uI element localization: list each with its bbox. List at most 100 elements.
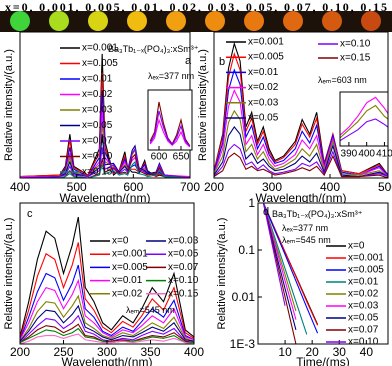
annotation: λₑₘ=603 nm: [318, 75, 367, 85]
x-tick-label: 500: [67, 180, 87, 194]
sample-disc: [322, 11, 342, 31]
annotation: c: [27, 208, 33, 220]
x-tick-label: 300: [262, 180, 282, 194]
legend-label: x=0.02: [248, 82, 279, 93]
y-tick-label: 1E-3: [230, 337, 256, 351]
x-tick-label: 650: [173, 152, 190, 163]
series-line: [20, 242, 194, 339]
x-tick-label: 300: [97, 345, 117, 359]
series-line: [214, 152, 388, 178]
x-tick-label: 410: [376, 149, 392, 160]
legend-label: x=0.02: [348, 289, 379, 300]
legend-label: x=0.03: [82, 105, 113, 116]
panel: 200 250 300 350 400 Wavelength/(nm) Relative i…: [3, 202, 204, 366]
x-tick-label: 500: [378, 180, 392, 194]
legend-label: x=0.05: [348, 313, 379, 324]
series-line: [20, 153, 190, 178]
panel: 600 650: [147, 89, 193, 163]
legend-label: x=0.01: [348, 277, 379, 288]
legend-label: x=0: [348, 241, 365, 252]
legend-label: x=0.15: [82, 167, 113, 178]
series-line: [340, 104, 388, 139]
sample-disc: [10, 11, 30, 31]
photo-label: x=0, 0.001, 0.005, 0.01, 0.02, 0.03, 0.0…: [5, 0, 387, 14]
series-line: [340, 96, 388, 136]
legend-label: x=0.05: [168, 249, 199, 260]
annotation: d: [263, 206, 269, 218]
plot-lines: [20, 53, 190, 178]
sample-disc: [127, 11, 147, 31]
series-line: [20, 134, 190, 178]
legend-label: x=0: [112, 236, 129, 247]
legend-label: x=0.10: [348, 337, 379, 348]
series-line: [262, 203, 308, 335]
series-line: [20, 278, 194, 341]
legend-label: x=0.03: [248, 97, 279, 108]
sample-disc: [244, 11, 264, 31]
legend-label: x=0.005: [248, 52, 284, 63]
series-line: [262, 203, 319, 334]
x-tick-label: 10: [278, 345, 292, 359]
sample-disc: [283, 11, 303, 31]
x-tick-label: 600: [123, 180, 143, 194]
x-tick-label: 40: [360, 345, 374, 359]
legend-label: x=0.02: [112, 288, 143, 299]
series-line: [149, 110, 191, 147]
series-line: [262, 203, 297, 320]
x-tick-label: 200: [10, 345, 30, 359]
series-line: [214, 125, 388, 178]
legend-label: x=0.001: [112, 249, 148, 260]
y-tick-label: 1: [248, 196, 255, 210]
legend-label: x=0.02: [82, 89, 113, 100]
sample-disc: [361, 11, 381, 31]
sample-disc: [49, 11, 69, 31]
x-tick-label: 350: [140, 345, 160, 359]
plot-lines: [20, 216, 194, 344]
x-tick-label: 600: [151, 152, 168, 163]
series-line: [214, 109, 388, 177]
legend-label: x=0.07: [348, 325, 379, 336]
series-line: [20, 304, 194, 342]
annotation: b: [219, 56, 225, 68]
legend-label: x=0.10: [340, 39, 371, 50]
series-line: [20, 314, 194, 344]
sample-disc: [205, 11, 225, 31]
series-line: [20, 323, 194, 344]
y-tick-label: 0.01: [232, 290, 256, 304]
series-line: [262, 203, 286, 306]
series-line: [20, 327, 194, 344]
annotation: λₑₘ=545 nm: [126, 305, 175, 315]
plot-lines: [149, 101, 191, 148]
sample-disc: [88, 11, 108, 31]
plot-border: [257, 202, 389, 345]
legend-label: x=0.001: [348, 253, 384, 264]
plot-lines: [340, 96, 388, 142]
annotation: λₑₘ=545 nm: [282, 235, 331, 245]
panel: 400 500 600 700 Wavelength/(nm) Relative inte…: [3, 31, 200, 205]
x-tick-label: 250: [53, 345, 73, 359]
plot-border: [339, 91, 389, 147]
legend-label: x=0.01: [248, 67, 279, 78]
plot-lines: [262, 203, 319, 344]
series-line: [20, 160, 190, 178]
x-axis-label: Time/(ms): [296, 355, 350, 366]
series-line: [149, 101, 191, 147]
legend-label: x=0.01: [112, 275, 143, 286]
panel: 10 20 30 40 1E-3 0.01 0.1 1 Time/(ms) Relative in…: [216, 196, 389, 366]
x-axis-label: Wavelength/(nm): [62, 355, 153, 366]
legend-label: x=0.005: [82, 58, 118, 69]
y-axis-label: Relative intensity/(a.u.): [197, 49, 209, 161]
legend-label: x=0.001: [248, 37, 284, 48]
legend-label: x=0.03: [348, 301, 379, 312]
legend-label: x=0.03: [168, 236, 199, 247]
legend-label: x=0.05: [248, 113, 279, 124]
plot-frame: [340, 92, 388, 146]
x-axis-label: Wavelength/(nm): [256, 191, 347, 205]
x-tick-label: 200: [204, 180, 224, 194]
sample-disc: [166, 11, 186, 31]
series-line: [20, 264, 194, 341]
plot-border: [147, 89, 193, 151]
annotation: λₑₓ=377 nm: [282, 223, 328, 233]
x-tick-label: 400: [320, 180, 340, 194]
